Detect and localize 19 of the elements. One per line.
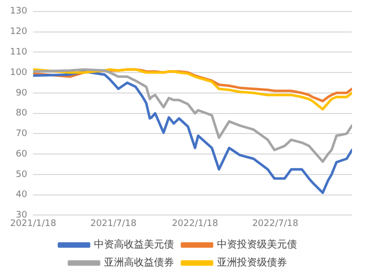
y-tick-label: 30 xyxy=(16,210,28,221)
y-tick-label: 50 xyxy=(16,170,28,180)
y-tick-label: 120 xyxy=(10,27,28,38)
y-tick-label: 60 xyxy=(16,149,28,160)
legend-label: 中资高收益美元债 xyxy=(94,238,174,251)
x-tick-label: 2022/7/18 xyxy=(252,218,299,229)
legend-label: 中资投资级美元债 xyxy=(217,238,297,251)
y-tick-label: 80 xyxy=(16,108,28,119)
y-tick-label: 40 xyxy=(16,190,28,200)
y-tick-label: 110 xyxy=(10,48,28,58)
legend-label: 亚洲投资级债券 xyxy=(217,256,287,269)
legend-label: 亚洲高收益债券 xyxy=(104,256,174,269)
y-tick-label: 130 xyxy=(10,6,28,17)
x-tick-label: 2021/7/18 xyxy=(90,218,137,229)
x-tick-label: 2022/1/18 xyxy=(172,218,218,229)
y-tick-label: 100 xyxy=(10,68,28,78)
y-tick-label: 90 xyxy=(16,88,28,98)
x-tick-label: 2021/1/18 xyxy=(10,218,57,229)
y-tick-label: 70 xyxy=(16,129,28,140)
